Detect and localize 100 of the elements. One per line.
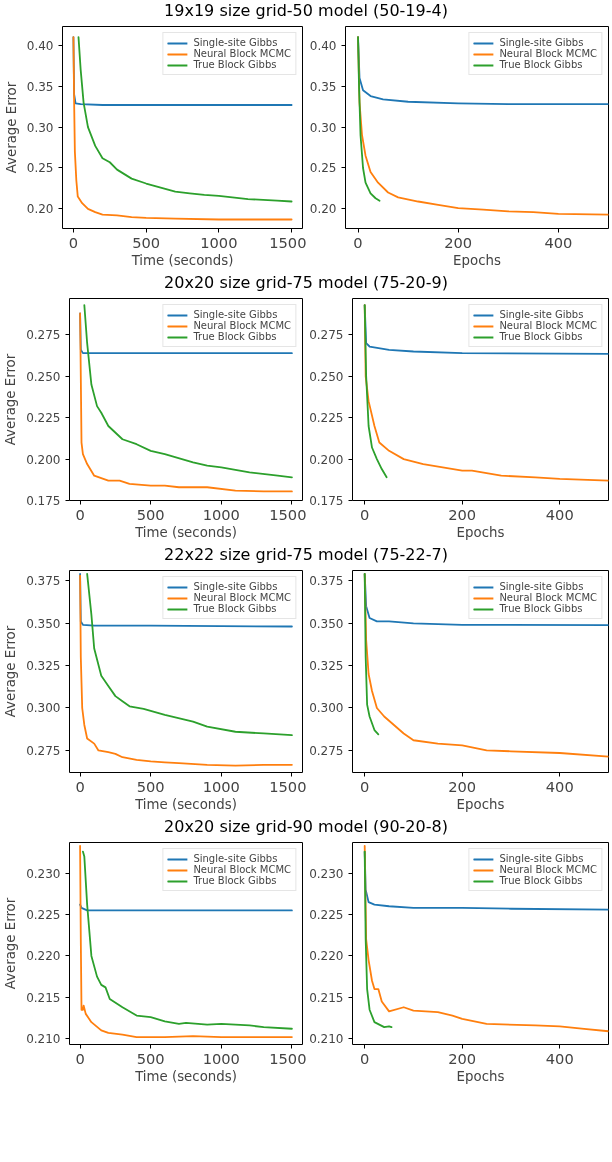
legend-label: True Block Gibbs — [499, 331, 583, 342]
x-axis-title: Epochs — [453, 252, 501, 268]
legend-label: Single-site Gibbs — [499, 309, 584, 320]
x-tick-label: 0 — [360, 777, 370, 795]
legend-label: Single-site Gibbs — [499, 581, 584, 592]
y-tick-label: 0.220 — [309, 949, 344, 964]
x-tick-label: 200 — [444, 233, 473, 251]
x-tick-label: 1000 — [202, 1049, 240, 1067]
x-axis-title: Epochs — [456, 796, 505, 812]
chart-title: 20x20 size grid-75 model (75-20-9) — [164, 272, 448, 294]
x-tick-label: 400 — [545, 505, 574, 523]
x-tick-label: 200 — [448, 1049, 477, 1067]
x-axis-title: Time (seconds) — [134, 796, 237, 812]
y-tick-label: 0.210 — [26, 1032, 61, 1047]
legend-label: Single-site Gibbs — [499, 37, 584, 48]
x-tick-label: 500 — [136, 505, 165, 523]
y-tick-label: 0.25 — [309, 161, 337, 176]
y-tick-label: 0.35 — [26, 79, 54, 94]
y-tick-label: 0.275 — [309, 743, 344, 758]
y-tick-label: 0.20 — [26, 202, 54, 217]
y-tick-label: 0.225 — [26, 908, 61, 923]
y-tick-label: 0.225 — [309, 411, 344, 426]
legend-label: Neural Block MCMC — [193, 864, 291, 875]
legend-label: Single-site Gibbs — [499, 853, 584, 864]
legend-label: Single-site Gibbs — [193, 37, 278, 48]
x-tick-label: 1500 — [269, 777, 307, 795]
x-tick-label: 200 — [448, 777, 477, 795]
x-tick-label: 200 — [448, 505, 477, 523]
legend-label: True Block Gibbs — [499, 875, 583, 886]
x-tick-label: 0 — [75, 1049, 85, 1067]
y-axis-title: Average Error — [3, 625, 19, 718]
y-tick-label: 0.300 — [26, 701, 61, 716]
y-tick-label: 0.215 — [309, 990, 344, 1005]
y-tick-label: 0.175 — [26, 494, 61, 508]
legend-label: True Block Gibbs — [193, 875, 277, 886]
x-tick-label: 0 — [360, 505, 370, 523]
legend-label: True Block Gibbs — [193, 603, 277, 614]
legend-label: Single-site Gibbs — [193, 309, 278, 320]
line-series — [363, 850, 393, 1029]
y-tick-label: 0.210 — [309, 1032, 344, 1047]
x-tick-label: 0 — [360, 1049, 370, 1067]
x-axis-title: Time (seconds) — [130, 252, 234, 268]
x-axis-title: Time (seconds) — [134, 524, 237, 540]
y-tick-label: 0.220 — [26, 949, 61, 964]
y-tick-label: 0.35 — [309, 79, 337, 94]
x-axis-title: Epochs — [456, 524, 505, 540]
y-tick-label: 0.40 — [309, 38, 337, 53]
y-axis-title: Average Error — [3, 897, 19, 990]
x-tick-label: 1500 — [269, 505, 307, 523]
y-tick-label: 0.250 — [26, 369, 61, 384]
x-tick-label: 0 — [353, 233, 363, 251]
x-tick-label: 1000 — [202, 777, 240, 795]
y-tick-label: 0.175 — [309, 494, 344, 508]
y-tick-label: 0.30 — [26, 120, 54, 135]
y-tick-label: 0.225 — [26, 411, 61, 426]
x-tick-label: 1500 — [269, 233, 307, 251]
y-tick-label: 0.200 — [309, 452, 344, 467]
y-tick-label: 0.20 — [309, 202, 337, 217]
y-tick-label: 0.325 — [309, 659, 344, 674]
y-axis-title: Average Error — [3, 353, 19, 446]
chart-title: 20x20 size grid-90 model (90-20-8) — [164, 816, 448, 838]
y-tick-label: 0.375 — [309, 574, 344, 589]
legend-label: Neural Block MCMC — [499, 592, 597, 603]
legend-label: True Block Gibbs — [499, 59, 583, 70]
legend-label: True Block Gibbs — [193, 59, 277, 70]
chart-title: 19x19 size grid-50 model (50-19-4) — [164, 0, 448, 22]
y-tick-label: 0.350 — [26, 616, 61, 631]
legend-label: Single-site Gibbs — [193, 581, 278, 592]
y-tick-label: 0.275 — [309, 328, 344, 343]
chart-title: 22x22 size grid-75 model (75-22-7) — [164, 544, 448, 566]
y-tick-label: 0.215 — [26, 990, 61, 1005]
legend-label: Neural Block MCMC — [193, 592, 291, 603]
line-series — [86, 572, 293, 737]
y-tick-label: 0.275 — [26, 743, 61, 758]
x-tick-label: 0 — [68, 233, 79, 251]
y-tick-label: 0.40 — [26, 38, 54, 53]
y-axis-title: Average Error — [3, 81, 19, 174]
legend-label: Neural Block MCMC — [193, 48, 291, 59]
line-series — [363, 572, 380, 736]
legend-label: True Block Gibbs — [499, 603, 583, 614]
line-series — [79, 574, 293, 767]
x-axis-title: Epochs — [456, 1068, 505, 1084]
line-series — [357, 36, 381, 202]
x-tick-label: 0 — [75, 777, 85, 795]
legend-label: Neural Block MCMC — [193, 320, 291, 331]
y-tick-label: 0.375 — [26, 574, 61, 589]
x-tick-label: 1000 — [200, 233, 238, 251]
x-tick-label: 400 — [545, 777, 574, 795]
legend-label: Neural Block MCMC — [499, 864, 597, 875]
legend-label: True Block Gibbs — [193, 331, 277, 342]
x-tick-label: 1000 — [202, 505, 240, 523]
y-tick-label: 0.250 — [309, 369, 344, 384]
x-tick-label: 500 — [132, 233, 161, 251]
line-series — [363, 304, 388, 479]
y-tick-label: 0.275 — [26, 328, 61, 343]
x-tick-label: 1500 — [269, 1049, 307, 1067]
x-tick-label: 500 — [136, 1049, 165, 1067]
y-tick-label: 0.300 — [309, 701, 344, 716]
legend-label: Neural Block MCMC — [499, 320, 597, 331]
y-tick-label: 0.325 — [26, 659, 61, 674]
